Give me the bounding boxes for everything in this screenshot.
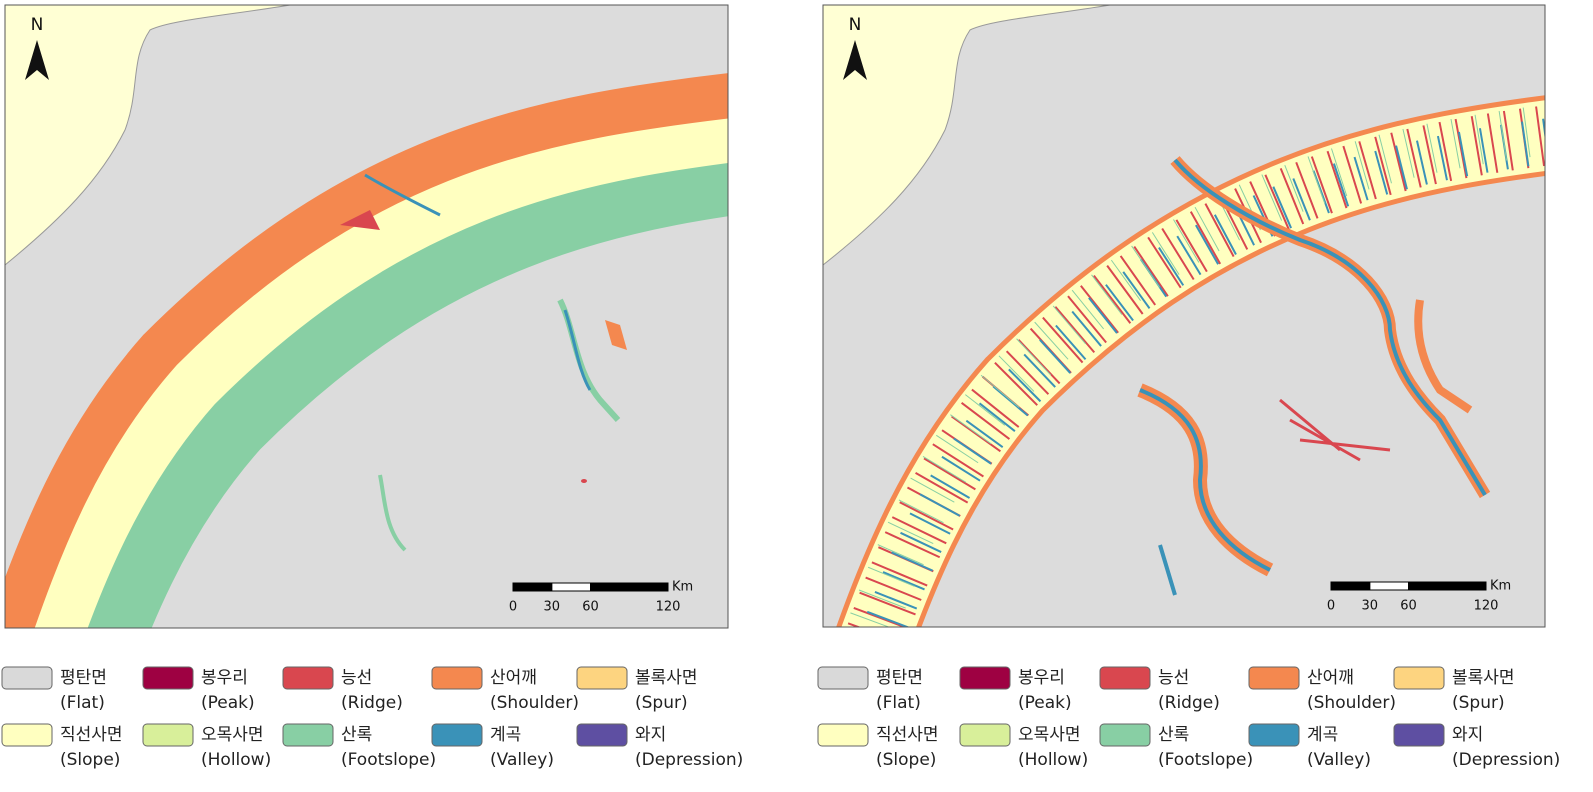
legend-swatch <box>1099 666 1151 690</box>
legend-label-en: (Slope) <box>60 750 120 770</box>
legend-label-en: (Flat) <box>876 693 921 713</box>
map-1 <box>5 5 728 628</box>
legend-label: 직선사면 <box>60 725 123 745</box>
legend-swatch <box>1393 723 1445 747</box>
scale-label: 60 <box>1400 599 1417 614</box>
legend-swatch <box>959 666 1011 690</box>
legend-swatch <box>1248 723 1300 747</box>
legend-label: 오목사면 <box>201 725 264 745</box>
north-label: N <box>31 15 44 35</box>
legend-label-en: (Footslope) <box>1158 750 1253 770</box>
legend-label: 직선사면 <box>876 725 939 745</box>
legend-label: 평탄면 <box>60 668 107 688</box>
legend-label: 계곡 <box>1307 725 1338 745</box>
legend-label-en: (Footslope) <box>341 750 436 770</box>
scale-label: 30 <box>1361 599 1378 614</box>
legend-label-en: (Valley) <box>1307 750 1371 770</box>
legend-label: 능선 <box>1158 668 1189 688</box>
scale-segment <box>1330 581 1371 591</box>
legend-label: 볼록사면 <box>1452 668 1515 688</box>
legend-swatch <box>576 666 628 690</box>
scale-label: 0 <box>1327 599 1335 614</box>
scale-label: 30 <box>543 600 560 615</box>
scale-segment <box>1369 581 1409 591</box>
legend-label-en: (Ridge) <box>1158 693 1220 713</box>
legend-swatch <box>1 666 53 690</box>
legend-label-en: (Valley) <box>490 750 554 770</box>
legend-label-en: (Hollow) <box>1018 750 1088 770</box>
legend-swatch <box>817 666 869 690</box>
legend-swatch <box>817 723 869 747</box>
legend-label-en: (Depression) <box>635 750 743 770</box>
legend-label: 능선 <box>341 668 372 688</box>
legend-swatch <box>959 723 1011 747</box>
legend-label-en: (Spur) <box>635 693 688 713</box>
legend-swatch <box>431 666 483 690</box>
scale-label: 120 <box>656 600 681 615</box>
scale-unit: Km <box>1490 579 1511 594</box>
scale-segment <box>512 582 553 592</box>
legend-label-en: (Ridge) <box>341 693 403 713</box>
legend-label: 봉우리 <box>201 668 248 688</box>
legend-label: 와지 <box>1452 725 1483 745</box>
legend-swatch <box>142 666 194 690</box>
legend-swatch <box>142 723 194 747</box>
legend-swatch <box>431 723 483 747</box>
legend-label-en: (Slope) <box>876 750 936 770</box>
legend-swatch <box>1248 666 1300 690</box>
legend-label-en: (Shoulder) <box>490 693 579 713</box>
legend-label: 산록 <box>341 725 372 745</box>
legend-label-en: (Peak) <box>1018 693 1072 713</box>
legend-label: 오목사면 <box>1018 725 1081 745</box>
legend-swatch <box>1 723 53 747</box>
scale-label: 0 <box>509 600 517 615</box>
map-2 <box>823 5 1545 627</box>
legend-label: 산어깨 <box>1307 668 1354 688</box>
scale-unit: Km <box>672 580 693 595</box>
legend-label: 계곡 <box>490 725 521 745</box>
scale-segment <box>551 582 591 592</box>
scale-label: 60 <box>582 600 599 615</box>
legend-label-en: (Shoulder) <box>1307 693 1396 713</box>
legend-label: 산록 <box>1158 725 1189 745</box>
north-label: N <box>849 15 862 35</box>
scale-label: 120 <box>1474 599 1499 614</box>
legend-swatch <box>282 666 334 690</box>
legend-label-en: (Hollow) <box>201 750 271 770</box>
legend-label: 볼록사면 <box>635 668 698 688</box>
scale-segment <box>590 582 669 592</box>
legend-label: 평탄면 <box>876 668 923 688</box>
scale-segment <box>1408 581 1487 591</box>
legend-label: 봉우리 <box>1018 668 1065 688</box>
legend-label-en: (Depression) <box>1452 750 1560 770</box>
legend-swatch <box>1393 666 1445 690</box>
legend-swatch <box>576 723 628 747</box>
legend-label-en: (Peak) <box>201 693 255 713</box>
legend-label-en: (Spur) <box>1452 693 1505 713</box>
legend-swatch <box>282 723 334 747</box>
legend-swatch <box>1099 723 1151 747</box>
legend-label-en: (Flat) <box>60 693 105 713</box>
legend-label: 와지 <box>635 725 666 745</box>
legend-label: 산어깨 <box>490 668 537 688</box>
